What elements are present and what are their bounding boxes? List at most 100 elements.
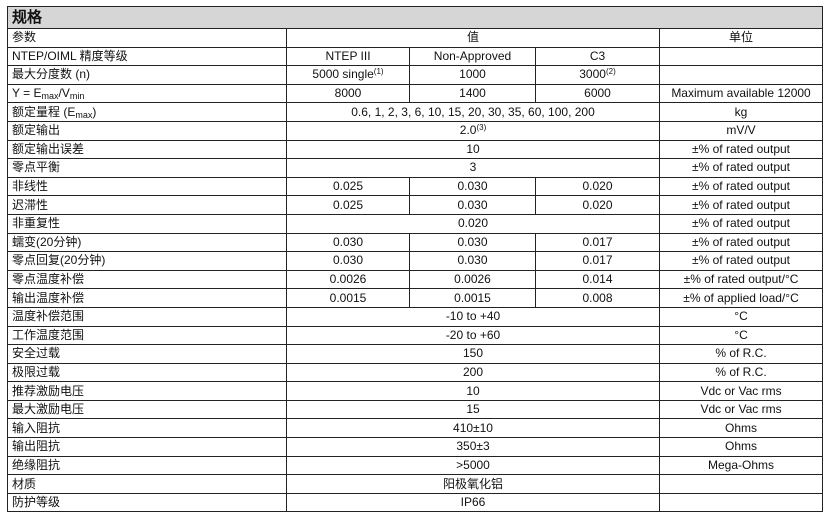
title-row: 规格 — [6, 6, 824, 29]
text: 0.020 — [582, 179, 613, 194]
unit-cell: Ohms — [658, 437, 824, 457]
spec-row: 零点平衡 3 ±% of rated output — [7, 158, 824, 178]
value-cell: 0.030 — [409, 251, 536, 271]
text: 0.030 — [457, 253, 488, 268]
value-cell: 0.0026 — [409, 269, 536, 290]
unit-cell: % of R.C. — [658, 362, 824, 383]
value-cell: Non-Approved — [409, 46, 536, 67]
spec-row: 最大激励电压 15 Vdc or Vac rms — [7, 399, 824, 420]
value-cell: 0.017 — [535, 251, 660, 271]
unit-cell: °C — [658, 306, 824, 327]
text: 15 — [466, 402, 480, 417]
value-cell: 0.020 — [535, 176, 660, 197]
text: 150 — [462, 346, 484, 361]
text: 迟滞性 — [12, 197, 49, 212]
value-cell: NTEP III — [286, 46, 410, 67]
text: ±% of rated output — [692, 197, 790, 212]
text: °C — [734, 327, 748, 342]
text: ±% of rated output — [692, 216, 790, 231]
text: mV/V — [726, 123, 756, 138]
text: /V — [58, 86, 70, 101]
text: 10 — [466, 141, 480, 156]
text: ±% of applied load/°C — [683, 290, 799, 305]
footnote-ref: (2) — [605, 67, 616, 77]
table-body: 规格 参数 值 单位 NTEP/OIML 精度等级 NTEP III Non-App… — [6, 6, 824, 513]
spec-row: 温度补偿范围 -10 to +40 °C — [7, 306, 824, 327]
text: Ohms — [725, 420, 758, 435]
spec-row: 迟滞性 0.025 0.030 0.020 ±% of rated output — [7, 195, 824, 215]
text: % of R.C. — [715, 364, 767, 379]
unit-cell: ±% of rated output — [658, 213, 824, 234]
value-cell: 3 — [286, 158, 660, 178]
param-cell: 推荐激励电压 — [7, 381, 287, 401]
text: 0.0015 — [329, 290, 367, 305]
value-cell: >5000 — [286, 455, 660, 476]
text: 0.014 — [582, 272, 613, 287]
text: 0.0026 — [454, 272, 491, 287]
param-cell: 温度补偿范围 — [7, 306, 287, 327]
text: Ohms — [725, 439, 758, 454]
value-cell: 150 — [286, 344, 660, 364]
value-cell: 1400 — [409, 83, 536, 104]
text: -20 to +60 — [445, 327, 501, 342]
value-cell: 0.0015 — [286, 288, 410, 308]
unit-cell: Mega-Ohms — [658, 455, 824, 476]
text: 0.020 — [582, 197, 613, 212]
param-cell: 零点平衡 — [7, 158, 287, 178]
text: ±% of rated output — [692, 234, 790, 249]
text: ±% of rated output — [692, 160, 790, 175]
param-cell: 蠕变(20分钟) — [7, 232, 287, 253]
unit-cell — [658, 492, 824, 513]
unit-cell: ±% of applied load/°C — [658, 288, 824, 308]
text: 最大分度数 (n) — [12, 67, 91, 82]
text: 零点回复(20分钟) — [12, 253, 106, 268]
text: 防护等级 — [12, 495, 61, 510]
param-cell: 非线性 — [7, 176, 287, 197]
unit-cell: Ohms — [658, 418, 824, 439]
header-unit: 单位 — [658, 28, 824, 48]
value-cell: 0.030 — [286, 232, 410, 253]
value-cell: 200 — [286, 362, 660, 383]
param-cell: 输入阻抗 — [7, 418, 287, 439]
text: -10 to +40 — [445, 309, 501, 324]
text: 蠕变(20分钟) — [12, 234, 82, 249]
text: 推荐激励电压 — [12, 383, 85, 398]
text: 8000 — [334, 86, 362, 101]
text: 材质 — [12, 476, 37, 491]
text: ±% of rated output/°C — [683, 272, 799, 287]
text: 0.025 — [332, 197, 364, 212]
spec-row: 零点回复(20分钟) 0.030 0.030 0.017 ±% of rated out… — [7, 251, 824, 271]
text: 额定输出误差 — [12, 141, 85, 156]
value-cell: 0.014 — [535, 269, 660, 290]
text: 1400 — [459, 86, 486, 101]
text: 非重复性 — [12, 216, 61, 231]
text: 0.0026 — [329, 272, 367, 287]
text: Vdc or Vac rms — [700, 383, 782, 398]
text: ±% of rated output — [692, 253, 790, 268]
spec-row: NTEP/OIML 精度等级 NTEP III Non-Approved C3 — [7, 46, 824, 67]
value-cell: 0.020 — [535, 195, 660, 215]
spec-row: 非线性 0.025 0.030 0.020 ±% of rated output — [7, 176, 824, 197]
text: 410±10 — [453, 420, 493, 435]
text: 0.030 — [332, 234, 364, 249]
text: Non-Approved — [433, 48, 512, 63]
text: 温度补偿范围 — [12, 309, 85, 324]
text: 输入阻抗 — [12, 420, 61, 435]
text: 3000 — [579, 67, 606, 82]
text: 0.030 — [332, 253, 364, 268]
unit-cell: kg — [658, 102, 824, 122]
unit-cell: Vdc or Vac rms — [658, 381, 824, 401]
param-cell: 输出阻抗 — [7, 437, 287, 457]
value-cell: 0.030 — [409, 195, 536, 215]
text: 0.030 — [457, 234, 488, 249]
text: 零点平衡 — [12, 160, 61, 175]
param-cell: 防护等级 — [7, 492, 287, 513]
spec-row: 绝缘阻抗 >5000 Mega-Ohms — [7, 455, 824, 476]
text: 输出温度补偿 — [12, 290, 85, 305]
header-value: 值 — [286, 28, 660, 48]
param-cell: 额定输出误差 — [7, 139, 287, 160]
text: 3 — [469, 160, 477, 175]
param-cell: 最大分度数 (n) — [7, 65, 287, 85]
spec-row: 蠕变(20分钟) 0.030 0.030 0.017 ±% of rated outpu… — [7, 232, 824, 253]
